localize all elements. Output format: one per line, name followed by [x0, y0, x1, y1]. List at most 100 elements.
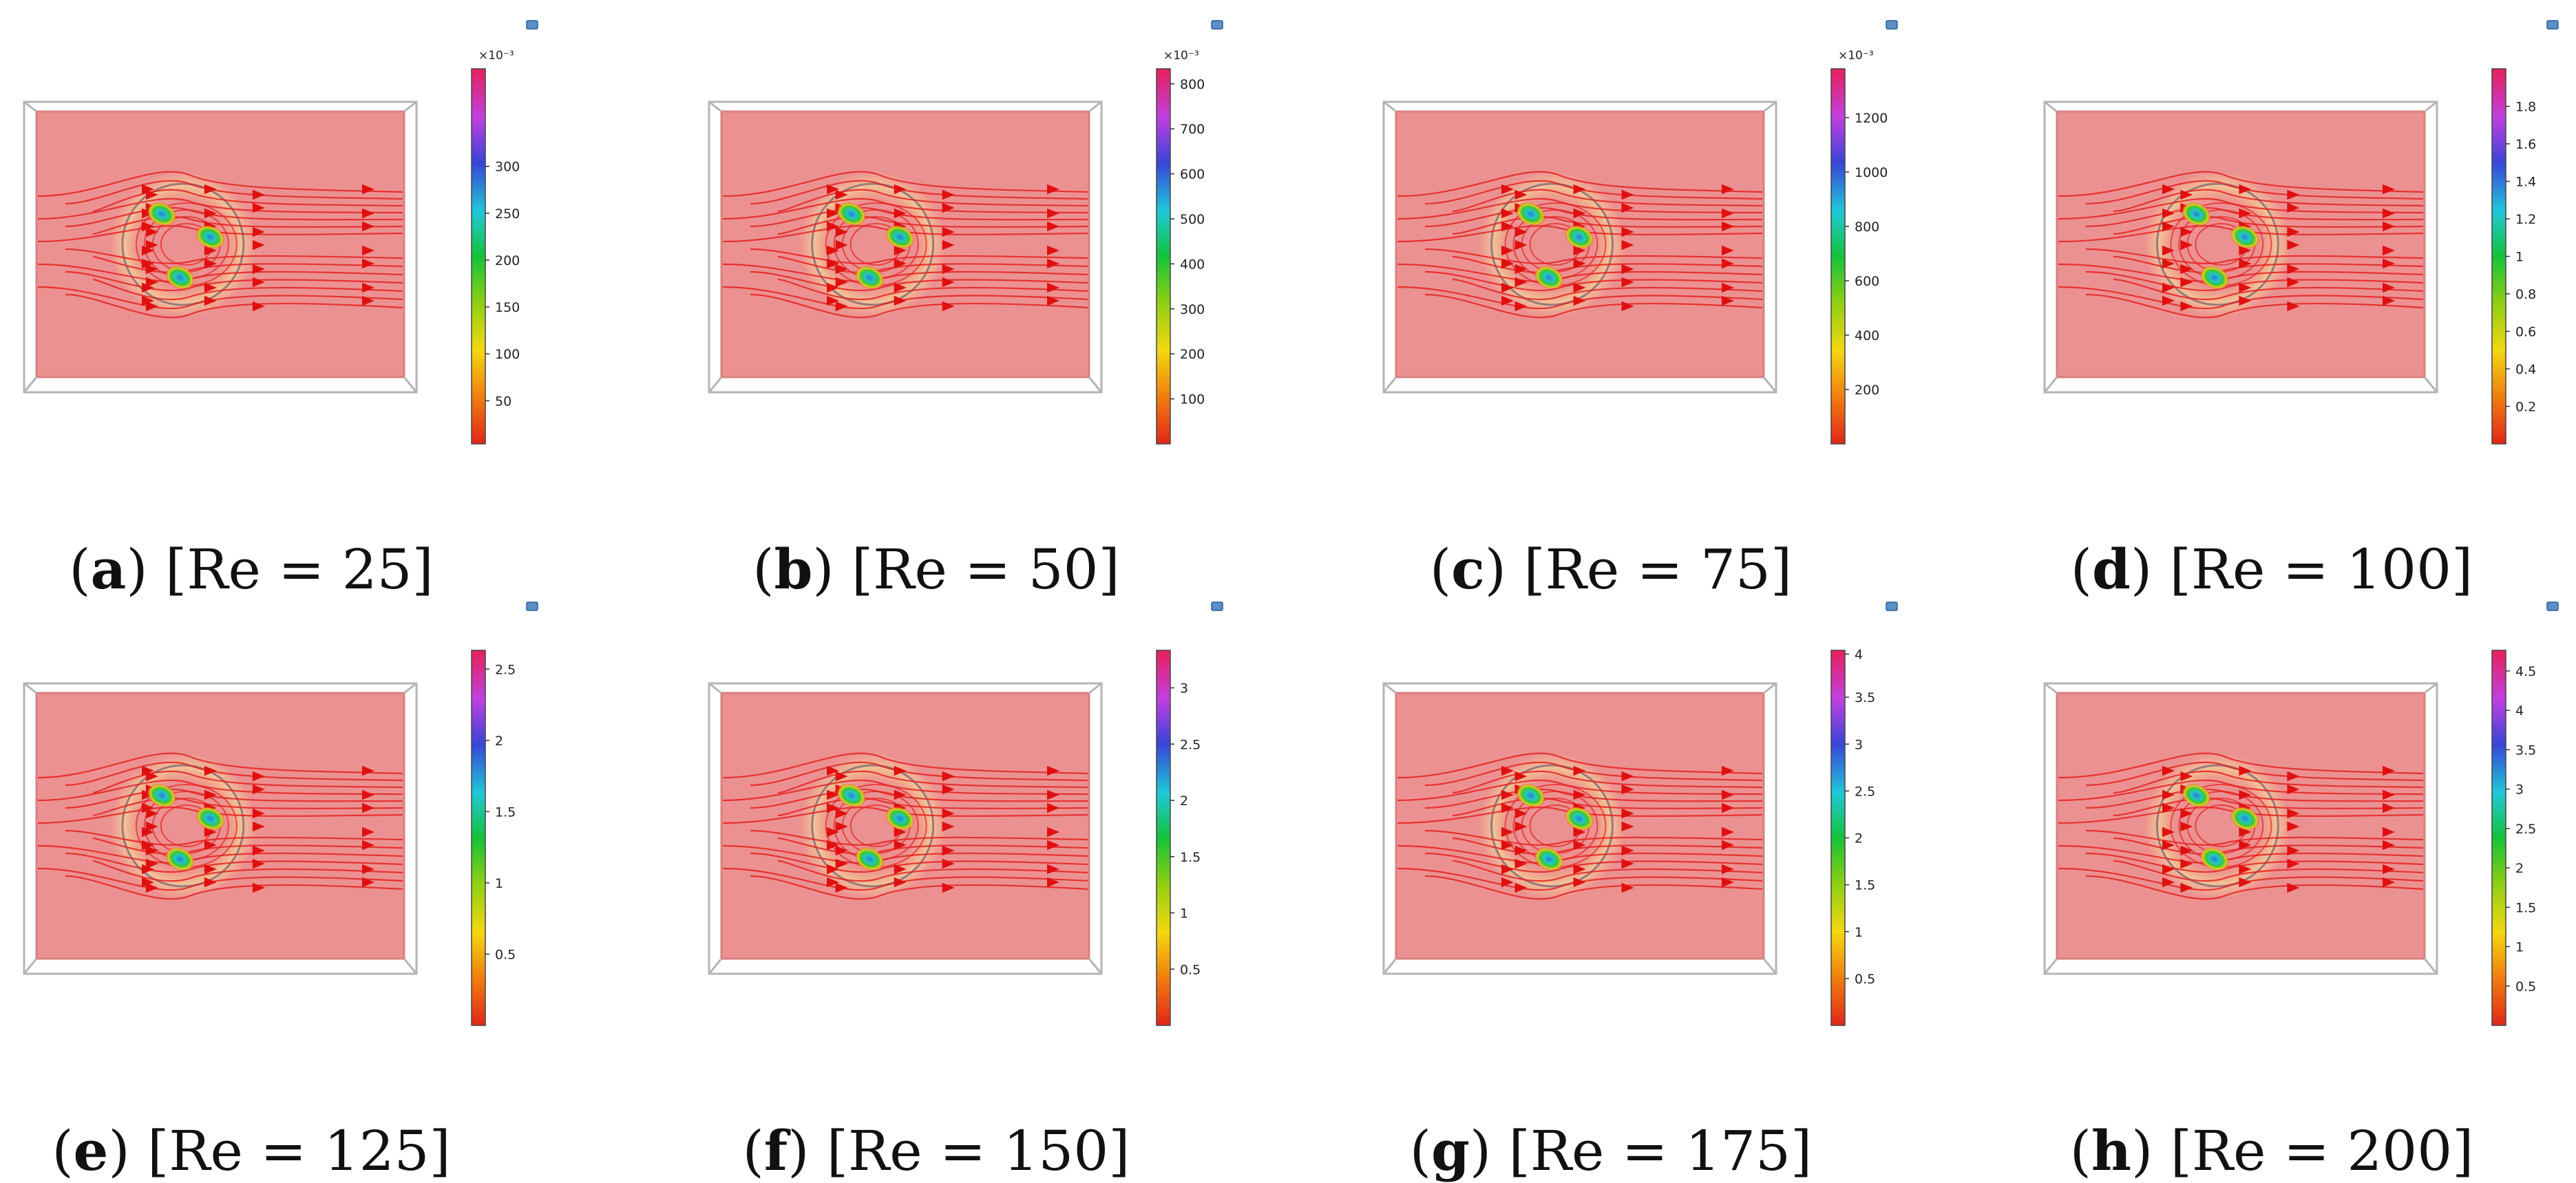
streamline [722, 867, 1088, 891]
frame-edge [2423, 958, 2438, 974]
flow-arrow [2287, 239, 2300, 251]
export-icon[interactable] [1211, 601, 1223, 611]
panel-a: 50 100 150 200 250 300 ×10⁻³ [23, 20, 538, 445]
export-icon[interactable] [2546, 20, 2559, 30]
streamline [1397, 198, 1763, 220]
color-bar-tick-label: 200 [495, 253, 520, 268]
flow-arrow [252, 821, 265, 832]
color-bar-tick-label: 300 [495, 160, 520, 175]
flow-arrow [1621, 858, 1634, 869]
flow-arrow [1722, 765, 1734, 776]
flow-arrow [142, 802, 154, 813]
color-bar-tick-label: 2 [2515, 861, 2524, 876]
frame-edge [1762, 958, 1777, 974]
streamline [722, 198, 1088, 220]
streamline [65, 875, 403, 900]
frame-edge [2043, 958, 2058, 974]
flow-arrow [252, 882, 265, 893]
flow-arrow [1573, 208, 1586, 219]
flow-arrow [942, 301, 955, 312]
cylinder [1490, 182, 1614, 306]
flow-arrow [827, 765, 839, 776]
panel-b: 100 200 300 400 500 600 700 800 ×10⁻³ [708, 20, 1223, 445]
streamline [777, 837, 1088, 855]
export-icon[interactable] [2546, 601, 2559, 611]
flow-arrow [827, 221, 839, 232]
flow-arrow [204, 864, 217, 875]
flow-arrow [2287, 784, 2300, 795]
flow-arrow [1573, 295, 1586, 306]
streamline [750, 761, 1088, 787]
export-icon[interactable] [526, 601, 538, 611]
streamline [2113, 797, 2424, 817]
flow-arrow [2287, 845, 2300, 856]
color-bar-tick-label: 1.8 [2515, 100, 2536, 115]
panel-d: 0.2 0.4 0.6 0.8 1 1.2 1.4 1.6 1.8 [2043, 20, 2559, 445]
vortex-core [1534, 847, 1564, 871]
flow-arrow [894, 295, 907, 306]
streamline [65, 248, 403, 264]
vortex-core [2230, 807, 2260, 831]
color-bar-tick-label: 2.5 [495, 662, 516, 677]
domain-frame [1382, 682, 1777, 975]
vortex-core [885, 225, 915, 249]
caption-letter: a [90, 537, 127, 601]
color-bar-tick-label: 50 [495, 394, 511, 409]
streamline [92, 278, 403, 301]
export-icon[interactable] [1886, 601, 1898, 611]
color-bar-tick-label: 0.5 [2515, 979, 2536, 994]
flow-arrow [2287, 858, 2300, 869]
streamline [2058, 171, 2424, 198]
streamline [1397, 225, 1763, 243]
flow-arrow [1047, 789, 1059, 800]
streamline [1397, 779, 1763, 802]
flow-arrow [827, 258, 839, 269]
color-bar-tick-label: 2.5 [1855, 784, 1875, 799]
streamline [2113, 189, 2424, 213]
flow-arrow [835, 858, 848, 869]
export-icon[interactable] [526, 20, 538, 30]
flow-arrow [252, 301, 265, 312]
flow-arrow [2162, 258, 2175, 269]
streamline [2085, 829, 2424, 846]
streamline [2058, 286, 2424, 310]
flow-arrow [894, 827, 907, 838]
frame-edge [708, 100, 722, 113]
streamline [1452, 189, 1763, 213]
streamline [2113, 770, 2424, 794]
flow-arrow [2239, 208, 2252, 219]
flow-arrow [1514, 845, 1528, 856]
flow-arrow [1722, 864, 1734, 875]
flow-arrow [2239, 245, 2252, 256]
vortex-core [855, 266, 885, 290]
streamline [65, 293, 403, 319]
flow-arrow [204, 208, 217, 219]
streamline [1424, 788, 1763, 809]
color-bar-tick-label: 0.5 [1855, 972, 1875, 987]
flow-arrow [1514, 277, 1528, 288]
flow-arrow [142, 864, 154, 875]
flow-arrow [1514, 808, 1528, 819]
flow-arrow [1573, 184, 1586, 195]
flow-arrow [1722, 827, 1734, 838]
export-icon[interactable] [1211, 20, 1223, 30]
streamline [1452, 770, 1763, 794]
color-bar-tick-label: 3.5 [1855, 690, 1875, 705]
export-icon[interactable] [1886, 20, 1898, 30]
flow-arrow [2287, 277, 2300, 288]
flow-arrow [2239, 184, 2252, 195]
streamline [750, 248, 1088, 264]
flow-arrow [1722, 245, 1734, 256]
flow-arrow [1621, 239, 1634, 251]
flow-arrow [1514, 226, 1528, 237]
color-bar-tick-label: 2.5 [2515, 822, 2536, 837]
flow-arrow [145, 189, 158, 200]
flow-arrow [1722, 208, 1734, 219]
color-bar-tick-label: 1 [1180, 906, 1188, 921]
frame-edge [2424, 682, 2438, 694]
flow-arrow [1621, 771, 1634, 782]
flow-arrow [2383, 789, 2395, 800]
streamline [750, 293, 1088, 319]
flow-arrow [1047, 258, 1059, 269]
flow-arrow [835, 821, 848, 832]
